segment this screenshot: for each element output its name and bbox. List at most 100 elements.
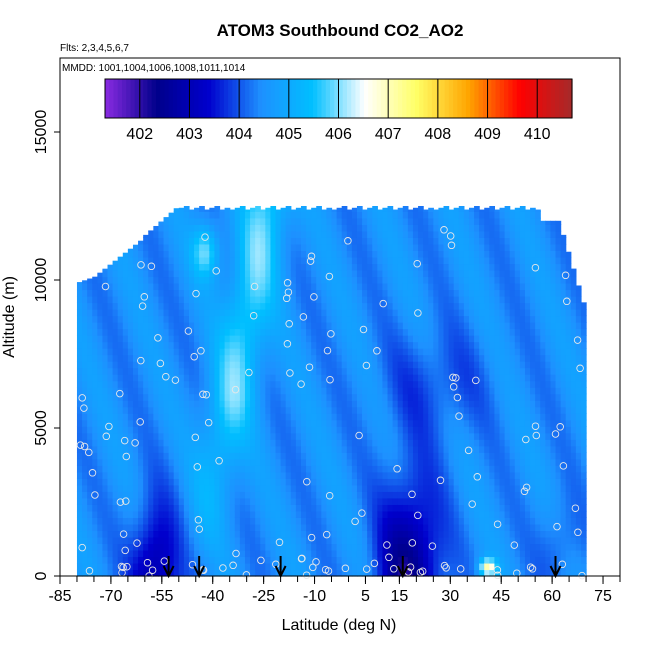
heatmap-cell [173,380,180,388]
heatmap-cell [438,276,445,284]
heatmap-cell [214,536,221,545]
heatmap-cell [270,465,277,473]
heatmap-cell [407,510,414,518]
heatmap-cell [362,269,368,278]
heatmap-cell [412,426,419,434]
heatmap-cell [148,465,154,473]
heatmap-cell [423,341,429,349]
heatmap-cell [138,309,144,317]
heatmap-cell [443,322,450,330]
heatmap-cell [479,217,485,225]
heatmap-cell [295,256,302,265]
heatmap-cell [321,465,328,473]
heatmap-cell [316,250,322,258]
heatmap-cell [423,426,429,434]
heatmap-cell [316,393,322,401]
heatmap-cell [250,341,256,349]
heatmap-cell [519,282,526,291]
heatmap-cell [321,439,328,447]
heatmap-cell [255,517,261,525]
heatmap-cell [407,276,414,284]
heatmap-cell [163,289,170,297]
heatmap-cell [356,361,363,369]
heatmap-cell [519,504,526,512]
heatmap-cell [489,322,496,330]
heatmap-cell [127,458,134,466]
heatmap-cell [397,478,404,486]
heatmap-cell [530,419,536,427]
heatmap-cell [331,269,338,278]
heatmap-cell [234,269,241,278]
heatmap-cell [524,341,531,349]
heatmap-cell [92,400,98,408]
heatmap-cell [504,569,511,577]
heatmap-cell [438,491,445,499]
heatmap-cell [524,263,531,271]
heatmap-cell [377,432,384,440]
heatmap-cell [168,445,175,453]
heatmap-cell [316,562,322,571]
heatmap-cell [112,523,119,532]
heatmap-cell [173,250,180,258]
heatmap-cell [122,328,129,336]
heatmap-cell [290,230,297,238]
heatmap-cell [514,452,521,460]
heatmap-cell [127,530,134,538]
heatmap-cell [372,387,378,395]
heatmap-cell [479,380,485,388]
heatmap-cell [153,374,160,382]
heatmap-cell [122,252,129,258]
heatmap-cell [173,335,180,343]
heatmap-cell [326,289,333,297]
heatmap-cell [524,406,531,414]
heatmap-cell [158,569,165,577]
heatmap-cell [199,230,205,238]
heatmap-cell [463,263,470,271]
heatmap-cell [377,458,384,466]
heatmap-cell [387,237,394,245]
heatmap-cell [239,206,246,212]
heatmap-cell [153,510,160,518]
heatmap-cell [285,295,292,304]
heatmap-cell [377,211,384,219]
heatmap-cell [428,282,434,291]
heatmap-cell [356,322,363,330]
heatmap-cell [265,465,272,473]
heatmap-cell [76,282,83,284]
heatmap-cell [122,367,129,375]
heatmap-cell [244,302,251,310]
heatmap-cell [423,276,429,284]
heatmap-cell [168,230,175,238]
heatmap-cell [519,374,526,382]
heatmap-cell [356,335,363,343]
heatmap-cell [326,445,333,453]
heatmap-cell [219,426,226,434]
heatmap-cell [260,295,266,304]
heatmap-cell [148,289,154,297]
heatmap-cell [188,549,195,558]
heatmap-cell [372,230,378,238]
heatmap-cell [448,302,455,310]
heatmap-cell [326,569,333,577]
heatmap-cell [306,328,312,336]
heatmap-cell [397,549,404,558]
heatmap-cell [382,335,389,343]
heatmap-cell [153,471,160,479]
heatmap-cell [336,361,343,369]
heatmap-cell [377,367,384,375]
heatmap-cell [219,230,226,238]
heatmap-cell [270,549,277,558]
heatmap-cell [351,497,358,505]
heatmap-cell [178,510,185,518]
heatmap-cell [489,217,496,225]
heatmap-cell [484,432,490,440]
heatmap-cell [428,484,434,492]
heatmap-cell [173,208,180,212]
heatmap-cell [214,510,221,518]
heatmap-cell [311,439,317,447]
heatmap-cell [489,523,496,532]
heatmap-cell [479,471,485,479]
heatmap-cell [163,530,170,538]
heatmap-cell [178,289,185,297]
heatmap-cell [484,445,490,453]
